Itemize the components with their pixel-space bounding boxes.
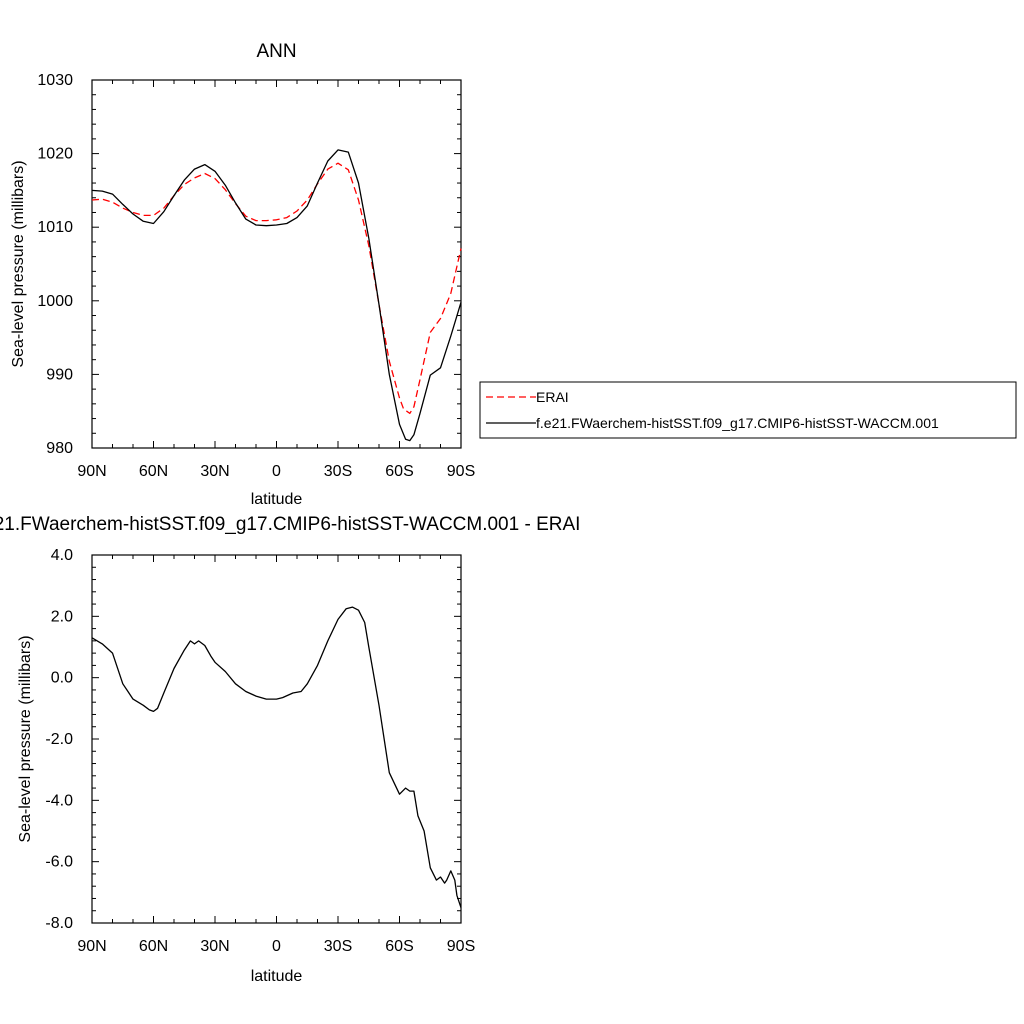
difference-plot: f.e21.FWaerchem-histSST.f09_g17.CMIP6-hi…	[0, 514, 580, 985]
x-tick-label: 90S	[447, 463, 475, 480]
x-tick-label: 30S	[324, 463, 352, 480]
top-plot: ANN 90N 60N 30N 0 30S 60S 90S 980 990 1000 1010 1020…	[10, 41, 475, 508]
x-tick-label: 0	[272, 463, 281, 480]
chart-title: ANN	[256, 41, 296, 62]
y-tick-label: -2.0	[45, 731, 73, 748]
plot-frame	[91, 79, 462, 449]
series-line-1	[91, 149, 462, 442]
legend: ERAI f.e21.FWaerchem-histSST.f09_g17.CMIP…	[479, 381, 1017, 439]
y-tick-label: 1010	[37, 219, 73, 236]
series-line-0	[91, 606, 462, 908]
x-tick-label: 30N	[200, 463, 229, 480]
legend-label: ERAI	[536, 389, 569, 405]
y-tick-label: -8.0	[45, 915, 73, 932]
x-tick-label: 60S	[385, 938, 413, 955]
y-tick-label: 990	[46, 366, 73, 383]
y-axis-label: Sea-level pressure (millibars)	[17, 635, 34, 842]
x-tick-label: 30N	[200, 938, 229, 955]
x-tick-label: 60S	[385, 463, 413, 480]
x-tick-label: 90N	[77, 938, 106, 955]
y-tick-label: 1030	[37, 72, 73, 89]
x-tick-label: 0	[272, 938, 281, 955]
y-tick-label: 1020	[37, 146, 73, 163]
chart-title: f.e21.FWaerchem-histSST.f09_g17.CMIP6-hi…	[0, 514, 580, 535]
legend-box	[479, 381, 1017, 439]
y-tick-label: 1000	[37, 293, 73, 310]
x-axis-label: latitude	[251, 491, 303, 508]
y-axis-label: Sea-level pressure (millibars)	[10, 160, 27, 367]
series-line-0	[91, 162, 462, 415]
y-tick-label: 0.0	[51, 670, 73, 687]
y-tick-label: -6.0	[45, 854, 73, 871]
x-tick-label: 60N	[139, 463, 168, 480]
x-tick-label: 90S	[447, 938, 475, 955]
x-tick-label: 90N	[77, 463, 106, 480]
x-tick-label: 60N	[139, 938, 168, 955]
y-tick-label: 4.0	[51, 547, 73, 564]
plot-frame	[91, 554, 462, 924]
legend-label: f.e21.FWaerchem-histSST.f09_g17.CMIP6-hi…	[536, 415, 939, 431]
y-tick-label: 2.0	[51, 608, 73, 625]
y-tick-label: -4.0	[45, 792, 73, 809]
y-tick-label: 980	[46, 440, 73, 457]
x-axis-label: latitude	[251, 968, 303, 985]
x-tick-label: 30S	[324, 938, 352, 955]
